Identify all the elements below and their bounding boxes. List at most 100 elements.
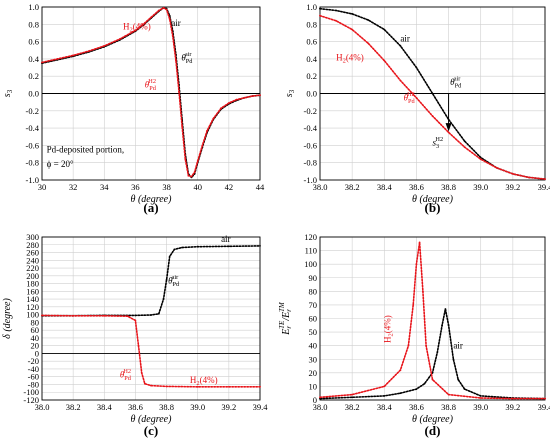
y-tick-label: 280 [26,240,39,250]
data-point [150,314,152,316]
x-tick-label: 42 [225,182,234,192]
data-point [259,245,261,247]
data-point [463,146,466,149]
chart-panel-a: 30 32 34 36 38 40 42 44 -1.0 -0.8 -0.6 -0.4 -0.2 0.0 0… [2,2,265,215]
y-tick-label: 50 [309,327,318,337]
data-point [399,392,402,395]
data-point [383,28,386,31]
x-tick-label: 38.6 [128,402,143,412]
y-tick-label: 0.6 [28,37,39,47]
y-tick-label: 90 [309,273,318,283]
data-point [399,369,402,371]
data-point [415,66,418,69]
x-tick-label: 39.2 [505,402,520,412]
y-tick-label: -20 [28,356,39,366]
data-point [412,304,415,306]
data-point [150,384,152,387]
y-tick-label: -0.2 [26,106,39,116]
chart-panel-c: 38.0 38.2 38.4 38.6 38.8 39.0 39.2 39.4 -120-100… [2,232,268,438]
x-tick-label: 34 [100,182,109,192]
y-tick-label: 40 [31,333,40,343]
data-point [415,388,418,390]
data-point [150,16,152,19]
x-tick-label: 38.4 [377,182,393,192]
x-tick-label: 38 [162,182,171,192]
y-tick-label: 0.0 [28,89,39,99]
data-point [447,131,450,134]
data-point [220,107,223,110]
y-tick-label: 30 [309,354,318,364]
y-tick-label: -0.6 [304,140,317,150]
data-point [418,241,421,244]
data-point [119,38,121,40]
y-tick-label: 300 [26,232,39,242]
data-point [423,382,426,385]
x-tick-label: 39.4 [253,402,269,412]
data-point [103,314,106,317]
data-point [196,245,199,248]
data-point [235,98,238,101]
y-tick-label: 240 [26,255,39,265]
y-tick-label: 0.0 [306,89,317,99]
y-tick-label: -0.8 [304,158,317,168]
annotation-h2: H2(4%) [336,53,364,65]
x-tick-label: 39.4 [538,182,550,192]
data-point [399,45,402,47]
annotation-air: air [400,34,410,44]
data-point [415,96,418,99]
data-point [56,58,59,60]
y-tick-label: 260 [26,248,39,258]
data-point [134,314,137,317]
y-tick-label: 0.8 [28,19,39,29]
data-point [134,319,137,322]
arrow-head [445,123,452,132]
y-tick-label: 1.0 [306,2,317,12]
data-point [407,344,410,347]
data-point [206,129,209,132]
x-tick-label: 38.4 [377,402,393,412]
y-tick-label: -0.4 [26,123,40,133]
data-point [452,358,455,361]
panel-label: (b) [425,200,441,215]
y-tick-label: 70 [309,300,318,310]
data-point [512,397,514,400]
data-point [425,344,427,347]
data-point [178,90,180,93]
annotation-h2: H2(4%) [123,21,151,33]
y-tick-label: -1.0 [26,175,39,185]
data-point [335,19,337,22]
y-tick-label: 40 [309,341,318,351]
y-axis-label: δ (degree) [2,298,13,339]
plot-frame [319,6,546,181]
data-point [367,42,370,45]
y-tick-label: -120 [23,395,39,405]
x-axis-label: θ (degree) [412,414,454,425]
y-tick-label: 0 [313,395,317,405]
data-point [457,378,460,381]
y-tick-label: 20 [309,368,318,378]
y-tick-label: -60 [28,372,39,382]
data-point [415,263,418,266]
y-axis-label: ErTE/ErTM [278,301,293,336]
data-point [319,14,321,17]
data-point [351,396,353,399]
y-tick-label: -0.8 [26,158,39,168]
y-tick-label: -0.2 [304,106,317,116]
y-tick-label: 0.2 [306,71,317,81]
data-point [228,245,230,248]
y-tick-label: 60 [309,314,318,324]
y-tick-label: 140 [26,294,39,304]
data-point [165,278,168,281]
panel-label: (d) [425,423,441,438]
y-tick-label: 100 [26,310,39,320]
data-point [168,18,171,20]
data-point [441,324,443,327]
y-tick-label: -100 [23,387,39,397]
y-axis-label: s3 [2,89,14,97]
y-tick-label: -40 [28,364,39,374]
data-point [399,79,402,82]
x-tick-label: 39.2 [505,182,520,192]
x-tick-label: 38.8 [441,182,456,192]
y-tick-label: 80 [309,286,318,296]
y-tick-label: 20 [31,341,40,351]
